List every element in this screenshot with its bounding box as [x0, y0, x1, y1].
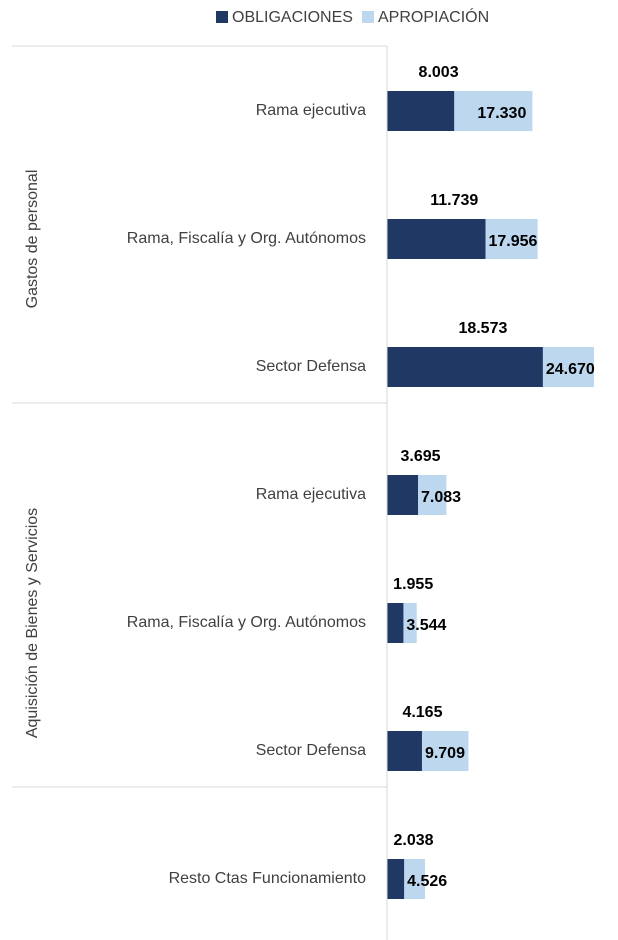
value-label: 17.956 [488, 233, 537, 250]
category-label: Rama, Fiscalía y Org. Autónomos [127, 230, 366, 247]
legend-swatch [362, 11, 374, 23]
category-label: Sector Defensa [256, 358, 366, 375]
bar [387, 91, 455, 131]
value-label: 3.695 [400, 448, 440, 465]
value-label: 17.330 [477, 105, 526, 122]
bar [387, 731, 422, 771]
legend-label: OBLIGACIONES [232, 9, 353, 26]
value-label: 3.544 [406, 617, 446, 634]
value-label: 2.038 [394, 832, 434, 849]
category-label: Rama ejecutiva [256, 486, 366, 503]
value-label: 1.955 [393, 576, 433, 593]
value-label: 8.003 [419, 64, 459, 81]
value-label: 9.709 [425, 745, 465, 762]
legend-swatch [216, 11, 228, 23]
value-label: 7.083 [421, 489, 461, 506]
category-label: Resto Ctas Funcionamiento [169, 870, 367, 887]
value-label: 11.739 [430, 192, 478, 209]
category-label: Rama, Fiscalía y Org. Autónomos [127, 614, 366, 631]
bar [387, 859, 405, 899]
value-label: 24.670 [546, 361, 595, 378]
group-label: Aquisición de Bienes y Servicios [24, 508, 41, 738]
category-label: Sector Defensa [256, 742, 366, 759]
bar [387, 347, 543, 387]
category-label: Rama ejecutiva [256, 102, 366, 119]
bar [387, 219, 486, 259]
legend-label: APROPIACIÓN [378, 7, 489, 26]
bar [387, 475, 419, 515]
bar [387, 603, 404, 643]
value-label: 18.573 [458, 320, 507, 337]
value-label: 4.165 [402, 704, 442, 721]
group-label: Gastos de personal [24, 170, 41, 309]
value-label: 4.526 [407, 873, 447, 890]
